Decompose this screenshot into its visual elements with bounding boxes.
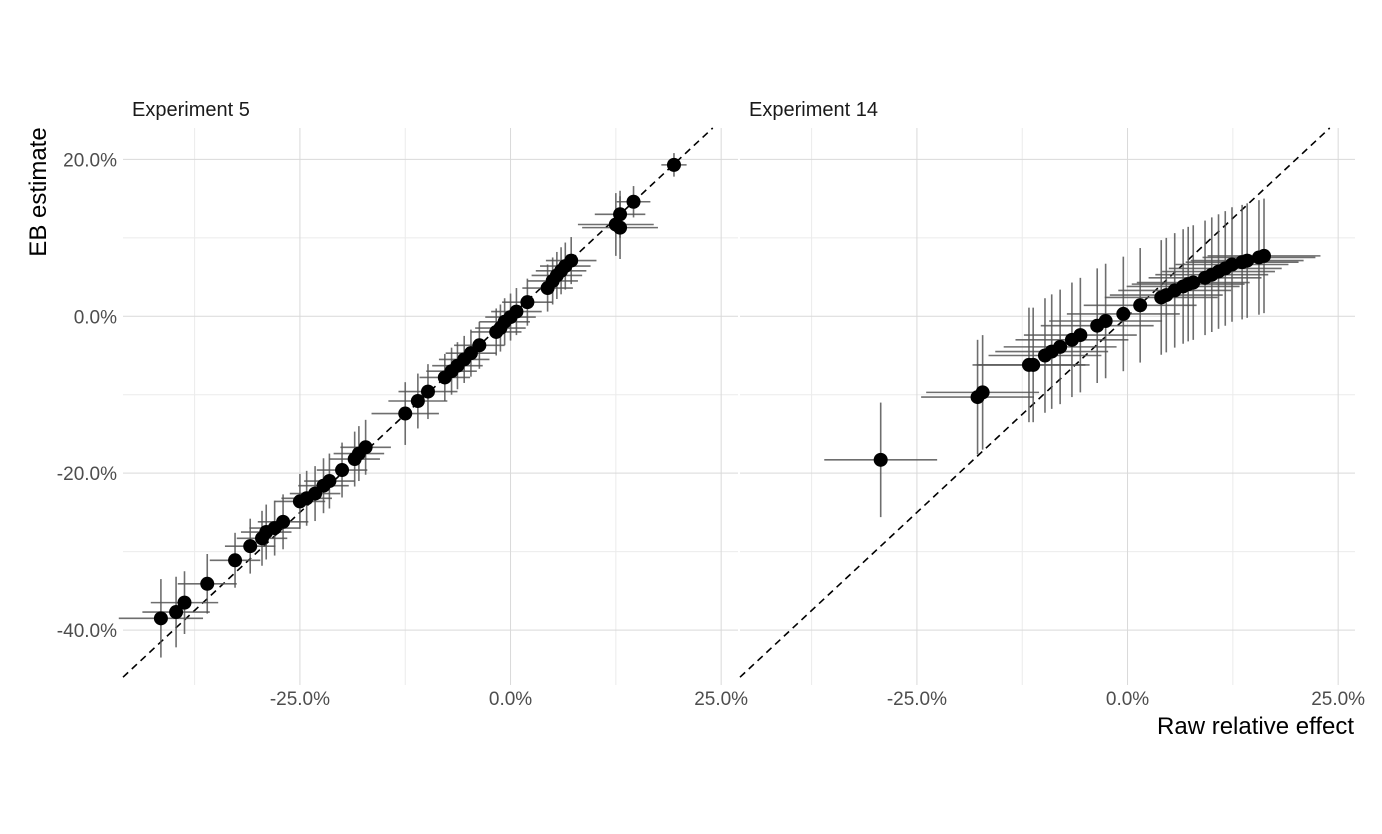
panel-title: Experiment 14: [749, 99, 878, 121]
data-point-6: [243, 539, 258, 554]
error-bars: [824, 198, 1321, 518]
y-tick-label: -40.0%: [57, 621, 117, 642]
x-tick-label: 0.0%: [489, 689, 532, 710]
data-point-27: [1240, 253, 1255, 268]
data-point-14: [1133, 298, 1148, 313]
grid-lines: [740, 128, 1355, 685]
data-point-43: [613, 207, 628, 222]
data-point-3: [975, 385, 990, 400]
data-point-33: [509, 304, 524, 319]
data-point-1: [873, 452, 888, 467]
data-point-34: [520, 295, 535, 310]
x-tick-label: -25.0%: [270, 689, 330, 710]
data-point-12: [1098, 313, 1113, 328]
data-point-1: [153, 611, 168, 626]
panel-experiment-2: Experiment 14 -25.0% 0.0% 25.0%: [739, 99, 1365, 710]
data-point-29: [1257, 248, 1272, 263]
data-point-5: [228, 553, 243, 568]
x-tick-label: 25.0%: [694, 689, 748, 710]
data-point-10: [1073, 328, 1088, 343]
grid-lines: [123, 128, 738, 685]
data-point-13: [1116, 306, 1131, 321]
data-point-2: [169, 605, 184, 620]
panel-experiment-1: Experiment 5 -25.0% 0.0% 25.0% 20.0% 0.0% -20.…: [57, 99, 748, 710]
data-point-45: [666, 157, 681, 172]
data-point-44: [626, 194, 641, 209]
data-points: [873, 248, 1272, 467]
x-tick-label: -25.0%: [887, 689, 947, 710]
y-tick-label: 20.0%: [63, 150, 117, 171]
panel-title: Experiment 5: [132, 99, 250, 121]
data-point-28: [472, 338, 487, 353]
x-tick-label: 25.0%: [1311, 689, 1365, 710]
y-tick-label: 0.0%: [74, 307, 117, 328]
data-points: [153, 157, 681, 626]
data-point-21: [410, 394, 425, 409]
data-point-22: [420, 384, 435, 399]
data-point-5: [1026, 357, 1041, 372]
x-axis-title: Raw relative effect: [1157, 713, 1354, 740]
y-axis-title: EB estimate: [25, 127, 52, 256]
data-point-3: [177, 595, 192, 610]
data-point-4: [200, 576, 215, 591]
data-point-10: [276, 514, 291, 529]
data-point-15: [322, 474, 337, 489]
y-tick-label: -20.0%: [57, 464, 117, 485]
data-point-20: [1186, 275, 1201, 290]
data-point-20: [398, 406, 413, 421]
data-point-19: [358, 440, 373, 455]
data-point-42: [613, 220, 628, 235]
reference-line-identity: [739, 127, 1331, 678]
data-point-40: [564, 253, 579, 268]
data-point-8: [1053, 339, 1068, 354]
data-point-16: [335, 463, 350, 478]
x-tick-label: 0.0%: [1106, 689, 1149, 710]
